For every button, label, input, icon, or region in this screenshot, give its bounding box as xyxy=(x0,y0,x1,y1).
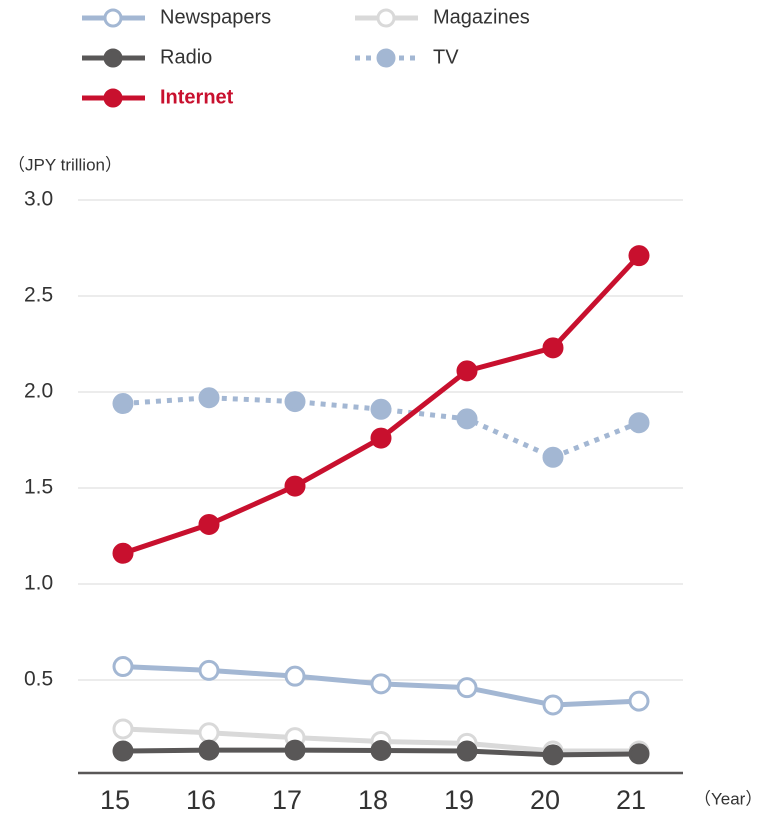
data-point xyxy=(198,513,220,535)
y-tick-label: 2.5 xyxy=(24,284,53,307)
legend-marker xyxy=(103,8,123,28)
x-tick-label: 19 xyxy=(444,785,474,815)
data-point xyxy=(456,677,478,699)
data-point xyxy=(112,718,134,740)
data-point xyxy=(112,656,134,678)
data-point xyxy=(542,337,564,359)
data-point xyxy=(456,740,478,762)
data-point xyxy=(198,387,220,409)
data-point xyxy=(628,412,650,434)
legend-label: Radio xyxy=(160,46,212,68)
x-tick-label: 15 xyxy=(100,785,130,815)
data-point xyxy=(370,739,392,761)
data-point xyxy=(628,690,650,712)
legend-label: TV xyxy=(433,46,459,68)
x-tick-label: 18 xyxy=(358,785,388,815)
data-point xyxy=(284,475,306,497)
y-tick-label: 1.0 xyxy=(24,572,53,595)
data-point xyxy=(112,740,134,762)
x-tick-label: 21 xyxy=(616,785,646,815)
data-point xyxy=(370,427,392,449)
data-point xyxy=(112,542,134,564)
legend-label: Magazines xyxy=(433,6,530,28)
legend-marker xyxy=(376,48,396,68)
y-tick-label: 0.5 xyxy=(24,668,53,691)
x-axis-label: （Year） xyxy=(694,789,760,808)
y-tick-label: 1.5 xyxy=(24,476,53,499)
data-point xyxy=(112,393,134,415)
y-tick-label: 2.0 xyxy=(24,380,53,403)
x-tick-label: 17 xyxy=(272,785,302,815)
y-tick-label: 3.0 xyxy=(24,188,53,211)
data-point xyxy=(370,673,392,695)
data-point xyxy=(542,694,564,716)
data-point xyxy=(542,744,564,766)
legend-marker xyxy=(103,48,123,68)
legend-marker xyxy=(376,8,396,28)
data-point xyxy=(456,360,478,382)
data-point xyxy=(628,245,650,267)
data-point xyxy=(198,722,220,744)
data-point xyxy=(370,398,392,420)
x-tick-label: 16 xyxy=(186,785,216,815)
data-point xyxy=(284,739,306,761)
data-point xyxy=(198,659,220,681)
legend-label: Internet xyxy=(160,86,234,108)
data-point xyxy=(456,408,478,430)
data-point xyxy=(284,391,306,413)
data-point xyxy=(628,743,650,765)
data-point xyxy=(542,446,564,468)
legend-label: Newspapers xyxy=(160,6,271,28)
x-tick-label: 20 xyxy=(530,785,560,815)
y-axis-label: （JPY trillion） xyxy=(8,155,122,174)
legend-marker xyxy=(103,88,123,108)
data-point xyxy=(284,665,306,687)
data-point xyxy=(198,739,220,761)
